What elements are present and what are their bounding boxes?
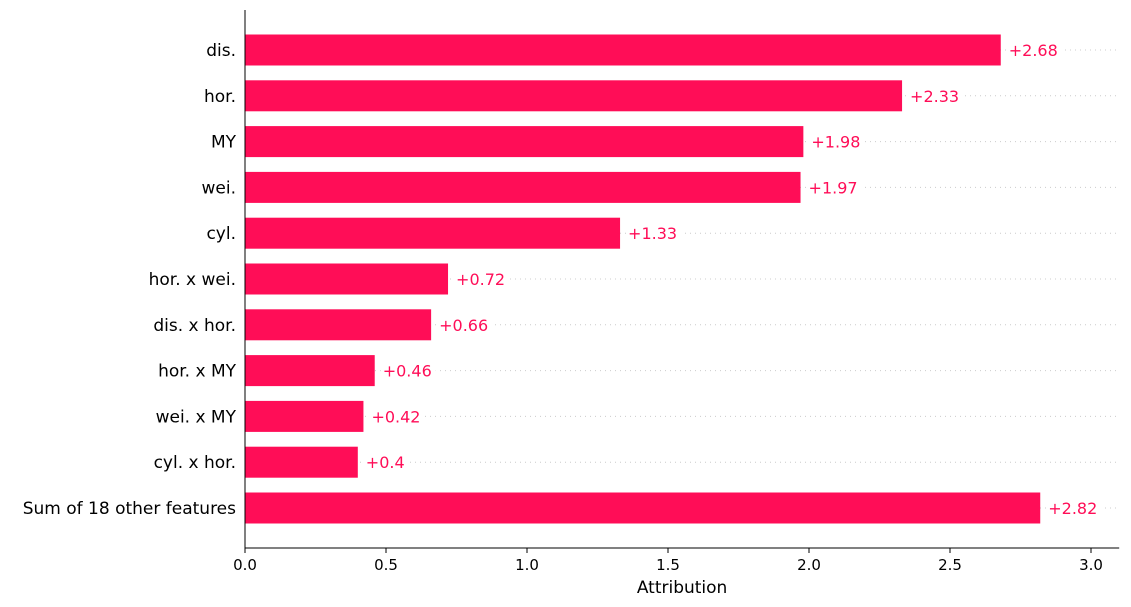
value-label-background [1006, 40, 1062, 61]
category-label: wei. x MY [156, 407, 237, 427]
value-label-background [363, 452, 409, 474]
x-tick-label: 0.5 [374, 556, 398, 574]
value-label: +1.33 [628, 224, 677, 243]
bar [245, 217, 621, 249]
value-label-background [908, 85, 964, 107]
value-label-background [626, 223, 682, 245]
x-axis-title: Attribution [637, 578, 728, 598]
value-label: +0.46 [383, 362, 432, 381]
category-label: hor. [204, 87, 236, 107]
bar-layer [245, 34, 1041, 524]
category-label: cyl. [206, 224, 236, 244]
value-label-background [806, 177, 862, 199]
category-label: dis. x hor. [153, 316, 236, 336]
value-label: +2.68 [1009, 41, 1058, 60]
bar [245, 309, 432, 341]
x-tick-label: 3.0 [1079, 556, 1103, 574]
value-label: +1.97 [809, 178, 858, 197]
x-tick-label: 0.0 [233, 556, 257, 574]
bar [245, 400, 364, 432]
value-label-background [369, 406, 425, 428]
value-label: +0.66 [439, 316, 488, 335]
value-label: +0.4 [366, 453, 405, 472]
bar [245, 355, 375, 387]
bar [245, 446, 358, 478]
value-label-background [1046, 498, 1102, 519]
value-label-background [454, 269, 510, 290]
category-label: cyl. x hor. [154, 453, 236, 473]
bar [245, 171, 801, 203]
bar [245, 492, 1041, 524]
category-label: wei. [202, 178, 237, 198]
value-label-layer: +2.68 +2.33 +1.98 +1.97 +1.33 +0.72 +0.66 +0.46… [363, 40, 1102, 519]
category-label: hor. x MY [158, 362, 237, 382]
category-label: dis. [206, 41, 236, 61]
category-label: hor. x wei. [149, 270, 236, 290]
x-tick-label: 2.5 [938, 556, 962, 574]
x-tick-label: 1.0 [515, 556, 539, 574]
category-label: MY [211, 133, 237, 153]
bar [245, 263, 449, 295]
value-label: +2.82 [1048, 499, 1097, 518]
value-label: +1.98 [811, 133, 860, 152]
value-label-background [437, 314, 493, 336]
x-tick-label: 1.5 [656, 556, 680, 574]
value-label-background [809, 131, 865, 153]
axis-layer [244, 10, 1120, 549]
x-tick-layer: 0.0 0.5 1.0 1.5 2.0 2.5 3.0 [233, 548, 1103, 574]
category-label-layer: dis. hor. MY wei. cyl. hor. x wei. dis. x hor.… [23, 41, 237, 519]
value-label: +0.72 [456, 270, 505, 289]
x-tick-label: 2.0 [797, 556, 821, 574]
value-label-background [380, 360, 436, 382]
category-label: Sum of 18 other features [23, 499, 236, 519]
bar [245, 126, 804, 158]
value-label: +0.42 [371, 407, 420, 426]
bar [245, 80, 903, 112]
bar [245, 34, 1001, 66]
value-label: +2.33 [910, 87, 959, 106]
